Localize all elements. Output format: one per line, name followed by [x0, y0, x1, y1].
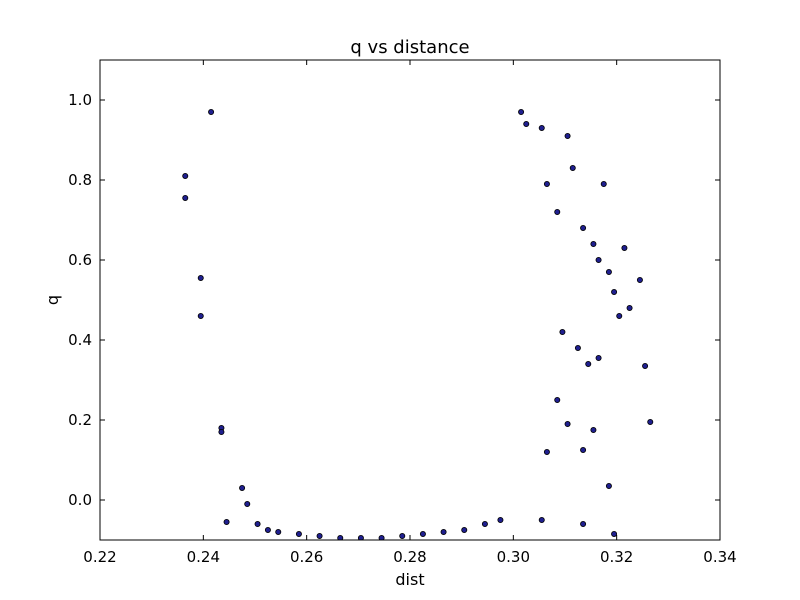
data-point — [419, 531, 426, 538]
data-point — [554, 208, 561, 215]
data-point — [399, 533, 406, 540]
data-point — [461, 527, 468, 534]
data-point — [275, 529, 282, 536]
data-point — [481, 521, 488, 528]
data-point — [636, 276, 643, 283]
x-tick-label: 0.30 — [497, 548, 530, 566]
data-point — [595, 256, 602, 263]
data-point — [208, 109, 215, 116]
data-point — [218, 428, 225, 435]
data-point — [182, 172, 189, 179]
data-points — [182, 109, 654, 540]
data-point — [337, 535, 344, 540]
data-point — [647, 418, 654, 425]
data-point — [616, 312, 623, 319]
data-point — [564, 132, 571, 139]
x-tick-label: 0.22 — [83, 548, 116, 566]
data-point — [574, 344, 581, 351]
y-tick-label: 1.0 — [68, 91, 92, 109]
data-point — [223, 519, 230, 526]
data-point — [605, 482, 612, 489]
data-point — [626, 304, 633, 311]
data-point — [523, 121, 530, 128]
data-point — [564, 420, 571, 427]
data-point — [264, 527, 271, 534]
y-tick-label: 0.2 — [68, 411, 92, 429]
y-tick-label: 0.0 — [68, 491, 92, 509]
data-point — [642, 362, 649, 369]
data-point — [580, 521, 587, 528]
chart-title: q vs distance — [350, 37, 469, 58]
data-point — [580, 446, 587, 453]
data-point — [295, 531, 302, 538]
data-point — [590, 426, 597, 433]
data-point — [580, 224, 587, 231]
data-point — [585, 360, 592, 367]
x-tick-label: 0.32 — [600, 548, 633, 566]
data-point — [239, 484, 246, 491]
data-point — [316, 533, 323, 540]
data-point — [197, 312, 204, 319]
data-point — [590, 240, 597, 247]
data-point — [543, 448, 550, 455]
data-point — [621, 244, 628, 251]
data-point — [254, 521, 261, 528]
x-axis-label: dist — [395, 570, 424, 589]
data-point — [518, 109, 525, 116]
data-point — [595, 354, 602, 361]
data-point — [559, 328, 566, 335]
x-axis: 0.22 0.24 0.26 0.28 0.30 0.32 0.34 — [83, 60, 737, 566]
data-point — [197, 274, 204, 281]
x-tick-label: 0.34 — [703, 548, 736, 566]
x-tick-label: 0.24 — [187, 548, 220, 566]
data-point — [569, 164, 576, 171]
data-point — [538, 517, 545, 524]
data-point — [244, 500, 251, 507]
data-point — [357, 535, 364, 540]
y-axis: 0.0 0.2 0.4 0.6 0.8 1.0 — [68, 91, 720, 509]
y-tick-label: 0.6 — [68, 251, 92, 269]
data-point — [600, 180, 607, 187]
data-point — [538, 125, 545, 132]
data-point — [554, 396, 561, 403]
data-point — [611, 531, 618, 538]
data-point — [605, 268, 612, 275]
x-tick-label: 0.26 — [290, 548, 323, 566]
y-tick-label: 0.4 — [68, 331, 92, 349]
data-point — [378, 535, 385, 540]
x-tick-label: 0.28 — [393, 548, 426, 566]
data-point — [440, 529, 447, 536]
y-axis-label: q — [43, 295, 62, 305]
plot-frame — [99, 59, 721, 541]
data-point — [182, 194, 189, 201]
data-point — [543, 180, 550, 187]
data-point — [497, 517, 504, 524]
y-tick-label: 0.8 — [68, 171, 92, 189]
data-point — [611, 288, 618, 295]
